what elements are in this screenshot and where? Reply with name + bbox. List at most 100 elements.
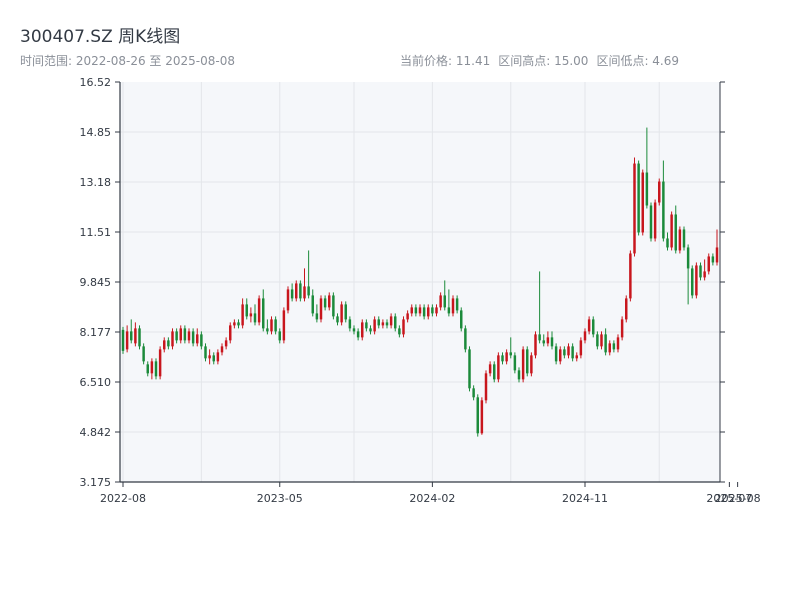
candle: [497, 352, 500, 383]
candle: [138, 325, 141, 350]
candle-body: [554, 346, 558, 362]
candle: [633, 157, 636, 257]
candle-body: [377, 319, 380, 326]
candle: [257, 295, 261, 326]
candle: [674, 205, 677, 254]
candle: [344, 301, 347, 323]
candle: [554, 343, 558, 365]
candle-body: [237, 322, 240, 326]
candle-body: [200, 334, 203, 347]
candle-body: [583, 331, 587, 341]
candle-body: [431, 307, 434, 314]
candle: [187, 328, 191, 344]
candle-body: [460, 310, 463, 329]
candle-body: [385, 322, 389, 326]
candle-body: [196, 334, 199, 344]
candle-body: [641, 172, 644, 233]
y-tick-label: 6.510: [80, 376, 112, 389]
candle-body: [150, 361, 154, 374]
candle-body: [645, 172, 649, 206]
candle-body: [484, 373, 488, 401]
candle: [542, 334, 545, 347]
candle: [373, 316, 376, 335]
x-tick-label: 2022-08: [100, 492, 146, 505]
candle-body: [204, 346, 207, 359]
candle: [352, 325, 356, 335]
candle-body: [340, 304, 343, 323]
candle: [348, 316, 352, 332]
candle: [653, 199, 657, 242]
candle-body: [191, 331, 195, 344]
candle-body: [670, 214, 673, 248]
candle: [241, 298, 244, 329]
y-tick-label: 14.85: [80, 126, 112, 139]
candle-body: [233, 322, 236, 326]
candle: [389, 313, 393, 329]
y-tick-label: 8.177: [80, 326, 112, 339]
candle-body: [505, 352, 508, 362]
candle-body: [633, 163, 636, 254]
candle-body: [241, 304, 244, 326]
candle: [666, 232, 669, 251]
candle-body: [439, 295, 442, 308]
y-tick-label: 3.175: [80, 476, 112, 489]
candle: [587, 316, 591, 335]
candle: [406, 310, 409, 323]
candle-body: [534, 334, 537, 356]
candle-body: [575, 355, 578, 359]
candle-body: [571, 346, 574, 359]
candle: [513, 352, 517, 374]
candle: [484, 370, 488, 404]
candle-body: [455, 298, 459, 311]
candle-body: [649, 205, 653, 239]
candle: [686, 244, 690, 305]
candle: [414, 304, 418, 317]
candle: [196, 328, 199, 347]
candle-body: [282, 310, 286, 341]
candle-body: [253, 313, 257, 323]
candle-body: [629, 253, 632, 299]
page-title: 300407.SZ 周K线图: [20, 27, 181, 47]
candle-body: [674, 214, 677, 251]
candle: [146, 361, 149, 377]
candle-body: [394, 316, 397, 329]
date-range-label: 时间范围: 2022-08-26 至 2025-08-08: [20, 54, 235, 68]
candle-body: [295, 283, 298, 299]
candle: [620, 316, 624, 341]
candle-body: [691, 268, 694, 296]
candle: [158, 346, 162, 380]
candle: [295, 280, 298, 302]
candle: [695, 262, 698, 299]
candle: [274, 316, 277, 335]
candle-body: [245, 304, 248, 317]
candle-body: [567, 346, 570, 356]
current-price-label: 当前价格: 11.41: [400, 54, 491, 68]
candle-body: [715, 247, 719, 263]
candle: [534, 331, 537, 359]
candle-body: [336, 316, 339, 323]
candle-body: [414, 307, 418, 314]
candle: [592, 316, 595, 338]
candle-body: [328, 295, 331, 308]
candle-body: [666, 238, 669, 248]
candle: [328, 292, 331, 311]
candle: [303, 268, 306, 302]
period-low-label: 区间低点: 4.69: [596, 54, 680, 68]
candle: [237, 319, 240, 329]
candle: [604, 328, 607, 356]
candle-body: [290, 289, 294, 299]
candle: [699, 262, 702, 281]
grid: [120, 82, 720, 482]
candle: [608, 340, 611, 356]
candle: [521, 346, 525, 383]
candle: [130, 319, 133, 344]
candle: [200, 331, 203, 350]
candle-body: [270, 319, 273, 332]
candle-body: [418, 307, 422, 314]
candle-body: [476, 397, 479, 434]
candle: [377, 316, 380, 329]
candle: [455, 295, 459, 314]
candle-body: [158, 349, 162, 377]
x-tick-label: 2023-05: [257, 492, 303, 505]
candle-body: [517, 370, 521, 380]
